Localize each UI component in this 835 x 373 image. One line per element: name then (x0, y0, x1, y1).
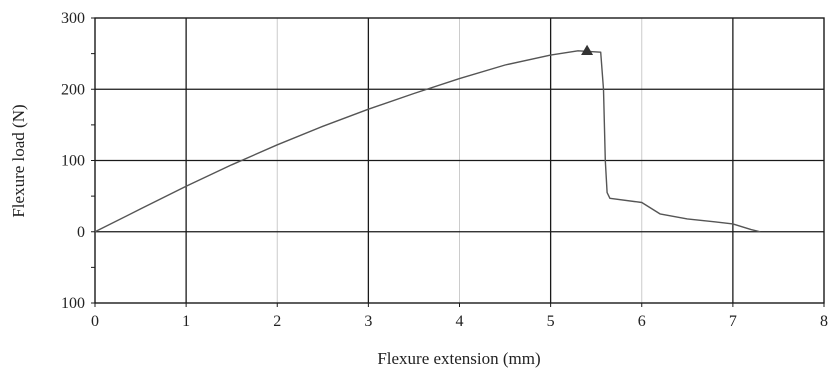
annotation-layer (581, 44, 594, 55)
x-tick-label: 0 (91, 313, 99, 330)
series-line-0 (94, 50, 761, 233)
x-tick-label: 6 (638, 313, 646, 330)
x-tick-label: 5 (547, 313, 555, 330)
peak-marker (581, 44, 594, 55)
plot-frame (94, 17, 825, 304)
grid (91, 17, 825, 307)
x-tick-label: 7 (729, 313, 737, 330)
y-tick-label: 300 (61, 10, 85, 27)
y-tick-label: 200 (61, 81, 85, 98)
y-tick-label: 100 (61, 295, 85, 312)
x-tick-label: 1 (182, 313, 190, 330)
y-axis-ticks: 300 200 100 0 100 (61, 10, 85, 312)
y-tick-label: 0 (77, 224, 85, 241)
y-tick-label: 100 (61, 153, 85, 170)
x-axis-title: Flexure extension (mm) (377, 349, 540, 368)
x-tick-label: 2 (273, 313, 281, 330)
x-tick-label: 8 (820, 313, 828, 330)
x-axis-ticks: 0 1 2 3 4 5 6 7 8 (91, 313, 828, 330)
x-tick-label: 4 (456, 313, 464, 330)
y-axis-title: Flexure load (N) (9, 104, 28, 217)
x-tick-label: 3 (364, 313, 372, 330)
series-layer (94, 50, 761, 233)
